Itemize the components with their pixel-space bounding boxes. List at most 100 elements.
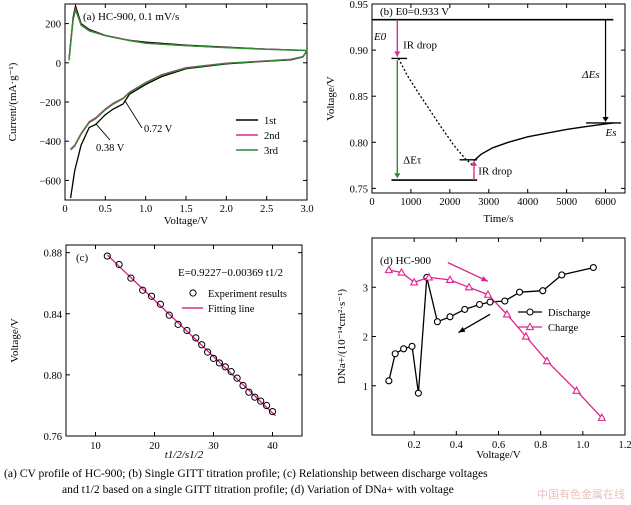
point-Charge	[445, 275, 455, 284]
y-tick-label: 0.95	[350, 0, 368, 11]
legend-marker-Discharge	[526, 308, 534, 316]
x-axis-label: t1/2/s1/2	[165, 449, 204, 461]
y-tick-label: 0	[56, 59, 61, 70]
x-tick-label: 0.8	[534, 440, 547, 451]
delta-es-label: ΔEs	[581, 69, 599, 81]
y-tick-label: 200	[45, 20, 61, 31]
x-tick-label: 2000	[439, 197, 460, 208]
y-tick-label: −600	[39, 176, 61, 187]
point-Discharge	[539, 287, 547, 295]
legend-label-3rd: 3rd	[264, 146, 279, 157]
experiment-point	[245, 388, 253, 396]
legend-label-2nd: 2nd	[264, 131, 281, 142]
experiment-point	[147, 292, 156, 300]
legend-marker-Charge	[525, 322, 535, 331]
x-tick-label: 1000	[400, 197, 421, 208]
point-Charge	[521, 331, 531, 340]
series-3rd-cathodic	[70, 50, 308, 151]
figure-canvas: 0 0.5 1.0 1.5 2.0 2.5 3.02000−200−400−600Volta…	[7, 0, 631, 461]
y-axis-label: Voltage/V	[9, 318, 21, 362]
panel-c-voltage-vs-sqrt-time: 10 20 30 40 0.88 0.84 0.80 0.76 t1/2/s1/2 Voltage…	[9, 244, 303, 461]
experiment-point	[263, 401, 271, 410]
experiment-point	[127, 274, 135, 282]
point-Discharge	[433, 318, 441, 326]
y-tick-label: 0.75	[350, 184, 368, 195]
x-tick-label: 3.0	[300, 204, 313, 215]
peak-label-0.72V: 0.72 V	[144, 124, 173, 135]
point-Charge	[409, 277, 419, 286]
experiment-point	[174, 320, 182, 328]
y-axis-label: Current/(mA·g⁻¹)	[7, 62, 19, 141]
figure-caption-line-2: and t1/2 based on a single GITT titratio…	[62, 483, 454, 496]
experiment-point	[215, 359, 223, 367]
es-label: Es	[605, 127, 617, 139]
x-tick-label: 0	[369, 197, 374, 208]
peak-leader-0.72V	[124, 100, 143, 129]
peak-leader-0.38V	[95, 123, 111, 141]
panel-b-gitt-profile: 0 1000 2000 3000 4000 5000 6000 0.95 0.90 0.85 0.8…	[325, 0, 626, 225]
point-Charge	[597, 413, 607, 421]
fit-equation: E=0.9227−0.00369 t1/2	[178, 267, 283, 279]
x-tick-label: 1.5	[179, 204, 192, 215]
titration-curve	[397, 58, 475, 167]
figure-caption-line-1: (a) CV profile of HC-900; (b) Single GIT…	[4, 467, 488, 480]
x-tick-label: 1.0	[139, 204, 152, 215]
y-tick-label: 2	[363, 333, 368, 344]
point-Discharge	[408, 342, 416, 350]
point-Discharge	[486, 298, 494, 306]
point-Charge	[384, 265, 394, 274]
y-tick-label: −400	[39, 137, 61, 148]
y-tick-label: 0.90	[350, 46, 368, 57]
charge-direction-arrow-head	[480, 276, 488, 282]
x-tick-label: 5000	[556, 197, 577, 208]
point-Discharge	[558, 271, 566, 279]
legend-label-experiment: Experiment results	[208, 289, 287, 300]
point-Discharge	[475, 300, 484, 309]
experiment-point	[239, 381, 247, 390]
y-axis-label: Voltage/V	[325, 76, 337, 120]
experiment-point	[209, 354, 218, 362]
y-axis-label: DNa+/(10⁻¹⁴cm²·s⁻¹)	[336, 289, 348, 384]
x-axis-label: Voltage/V	[476, 449, 520, 461]
ir-drop-1-head	[394, 51, 401, 57]
x-tick-label: 0	[62, 204, 67, 215]
watermark: 中国有色金属在线	[537, 488, 625, 501]
point-Discharge	[446, 313, 454, 321]
ir-drop-2-label: IR drop	[478, 166, 512, 178]
panel-d-diffusion-coefficient: 0.2 0.4 0.6 0.8 1.0 1.2 3 2 1 Voltage/V DNa+/(10⁻¹…	[336, 237, 631, 461]
panel-a-title: (a) HC-900, 0.1 mV/s	[83, 11, 179, 23]
point-Discharge	[501, 297, 509, 305]
x-tick-label: 3000	[478, 197, 499, 208]
point-Charge	[542, 356, 552, 365]
series-Discharge-line	[388, 266, 594, 394]
x-tick-label: 10	[90, 441, 101, 452]
experiment-point	[233, 374, 241, 382]
delta-es-head	[602, 117, 609, 123]
y-tick-label: 0.80	[350, 138, 368, 149]
point-Charge	[424, 272, 434, 281]
experiment-point	[204, 348, 212, 356]
delta-et-head	[394, 173, 401, 179]
x-tick-label: 0.2	[408, 440, 421, 451]
point-Discharge	[391, 350, 399, 358]
point-Charge	[397, 267, 406, 276]
plot-frame	[371, 3, 626, 194]
point-Discharge	[461, 305, 469, 313]
x-tick-label: 4000	[517, 197, 538, 208]
y-tick-label: 0.84	[44, 310, 63, 321]
point-Charge	[502, 309, 512, 318]
series-Charge-line	[388, 269, 603, 419]
experiment-point	[268, 407, 277, 416]
legend-swatch-experiment	[189, 289, 197, 297]
x-tick-label: 0.6	[492, 440, 505, 451]
point-Charge	[572, 385, 581, 394]
experiment-point	[251, 393, 259, 401]
x-tick-label: 20	[149, 441, 160, 452]
y-tick-label: 3	[363, 283, 368, 294]
legend-label-fit: Fitting line	[208, 304, 255, 315]
x-tick-label: 1.0	[576, 440, 589, 451]
y-tick-label: 1	[363, 382, 368, 393]
point-Discharge	[589, 263, 597, 272]
fit-line	[106, 254, 276, 417]
point-Discharge	[414, 389, 422, 397]
